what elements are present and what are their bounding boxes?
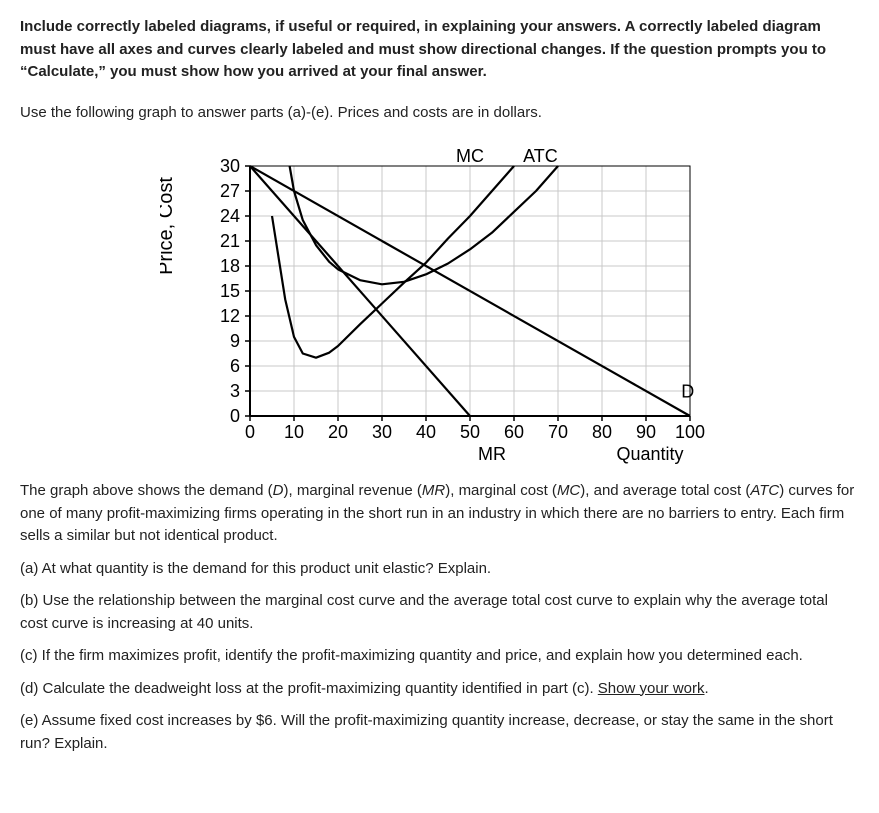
chart-container: 0 3 6 9 12 15 18 21 24 27 30 0 10 20 30 40 50 60 70 80 90 100… xyxy=(20,136,859,466)
question-d: (d) Calculate the deadweight loss at the… xyxy=(20,678,859,701)
svg-text:12: 12 xyxy=(219,306,239,326)
svg-text:10: 10 xyxy=(283,422,303,442)
svg-text:0: 0 xyxy=(229,406,239,426)
svg-text:100: 100 xyxy=(674,422,704,442)
lead-text: Use the following graph to answer parts … xyxy=(20,102,859,125)
description-block: The graph above shows the demand (D), ma… xyxy=(20,480,859,755)
svg-text:21: 21 xyxy=(219,231,239,251)
svg-text:D: D xyxy=(681,382,694,402)
svg-text:ATC: ATC xyxy=(523,146,558,166)
svg-text:MC: MC xyxy=(456,146,484,166)
question-a: (a) At what quantity is the demand for t… xyxy=(20,558,859,581)
svg-text:50: 50 xyxy=(459,422,479,442)
svg-text:40: 40 xyxy=(415,422,435,442)
svg-text:20: 20 xyxy=(327,422,347,442)
question-e: (e) Assume fixed cost increases by $6. W… xyxy=(20,710,859,755)
svg-text:18: 18 xyxy=(219,256,239,276)
svg-text:24: 24 xyxy=(219,206,239,226)
economics-chart: 0 3 6 9 12 15 18 21 24 27 30 0 10 20 30 40 50 60 70 80 90 100… xyxy=(160,136,720,466)
svg-text:80: 80 xyxy=(591,422,611,442)
svg-text:3: 3 xyxy=(229,381,239,401)
svg-text:9: 9 xyxy=(229,331,239,351)
question-c: (c) If the firm maximizes profit, identi… xyxy=(20,645,859,668)
svg-text:0: 0 xyxy=(244,422,254,442)
svg-text:90: 90 xyxy=(635,422,655,442)
svg-text:70: 70 xyxy=(547,422,567,442)
svg-text:60: 60 xyxy=(503,422,523,442)
svg-text:30: 30 xyxy=(371,422,391,442)
svg-text:Quantity: Quantity xyxy=(616,444,683,464)
graph-description: The graph above shows the demand (D), ma… xyxy=(20,480,859,548)
svg-text:30: 30 xyxy=(219,156,239,176)
svg-text:6: 6 xyxy=(229,356,239,376)
svg-text:MR: MR xyxy=(478,444,506,464)
svg-text:15: 15 xyxy=(219,281,239,301)
instructions: Include correctly labeled diagrams, if u… xyxy=(20,16,859,84)
svg-text:Price, Cost: Price, Cost xyxy=(160,177,177,275)
question-b: (b) Use the relationship between the mar… xyxy=(20,590,859,635)
svg-text:27: 27 xyxy=(219,181,239,201)
